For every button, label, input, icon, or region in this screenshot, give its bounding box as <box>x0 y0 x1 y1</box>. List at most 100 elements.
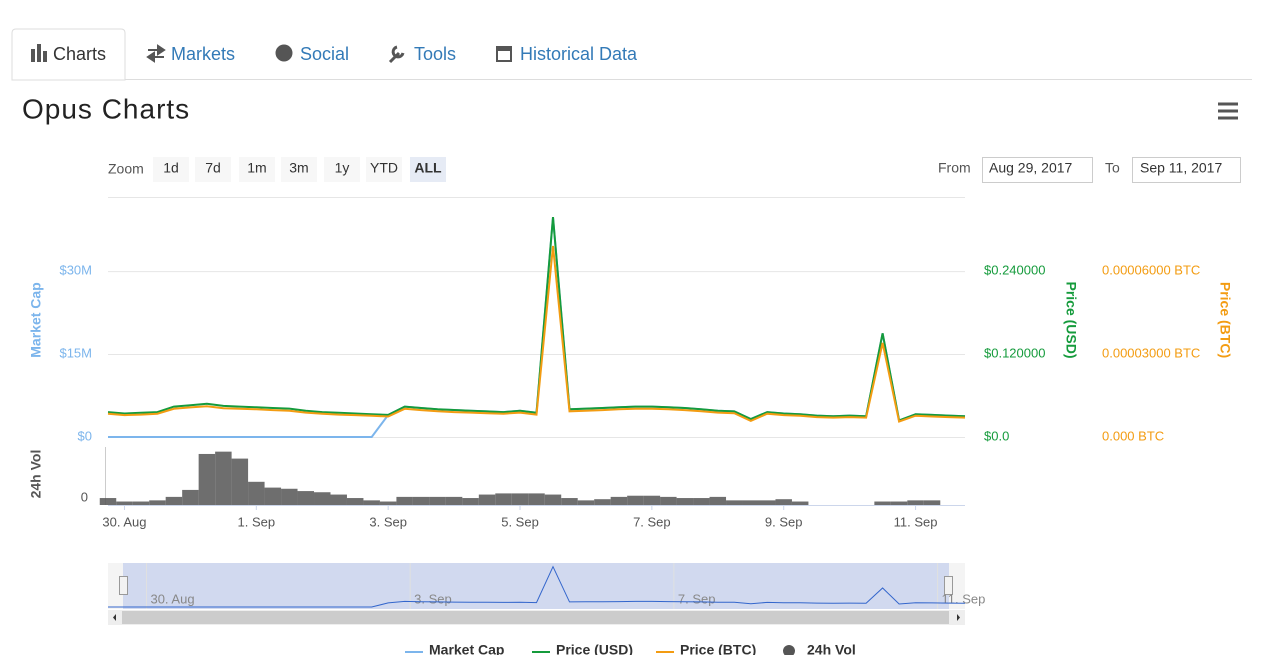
y-tick-label: $30M <box>59 263 92 278</box>
zoom-button[interactable] <box>281 157 317 182</box>
navigator-label: 3. Sep <box>414 591 452 606</box>
x-tick-label: 5. Sep <box>501 514 539 529</box>
axis-title: Price (USD) <box>1063 281 1079 358</box>
volume-bar <box>791 501 809 505</box>
zoom-button-label[interactable]: 1m <box>247 160 266 176</box>
to-label: To <box>1105 160 1120 176</box>
volume-bar <box>198 453 216 505</box>
volume-bar <box>396 496 413 505</box>
menu-button[interactable] <box>1218 102 1238 120</box>
zoom-button[interactable] <box>324 157 360 182</box>
volume-bar <box>182 489 199 505</box>
navigator-handle[interactable] <box>119 576 128 595</box>
volume-bar <box>429 496 446 505</box>
zoom-button-label[interactable]: YTD <box>370 160 398 176</box>
volume-bar <box>709 496 727 505</box>
navigator-handle[interactable] <box>944 576 953 595</box>
zoom-button[interactable] <box>366 157 402 182</box>
volume-bar <box>544 494 562 505</box>
y-tick-label: 0.000 BTC <box>1102 428 1164 443</box>
volume-bar <box>693 498 710 505</box>
x-tick-label: 7. Sep <box>633 514 671 529</box>
volume-bar <box>297 491 315 505</box>
icon-globe <box>275 44 293 62</box>
volume-bar <box>874 501 891 505</box>
volume-bar <box>215 451 232 505</box>
scrollbar-thumb[interactable] <box>122 611 949 624</box>
volume-bar <box>511 493 529 505</box>
y-tick-label: $0.120000 <box>984 345 1045 360</box>
legend-label[interactable]: Market Cap <box>429 642 504 655</box>
volume-bar <box>528 493 545 505</box>
volume-bar <box>379 501 397 505</box>
icon-calendar <box>496 46 512 62</box>
to-input-box[interactable] <box>1132 157 1241 183</box>
icon-exchange <box>146 44 166 63</box>
volume-bar <box>281 488 298 505</box>
legend-label[interactable]: Price (USD) <box>556 642 633 655</box>
tab[interactable]: Historical Data <box>520 44 638 64</box>
tab[interactable]: Social <box>300 44 349 64</box>
tab[interactable]: Markets <box>171 44 235 64</box>
page-title: Opus Charts <box>22 93 190 124</box>
volume-bar <box>314 492 331 505</box>
x-tick-label: 11. Sep <box>894 514 938 529</box>
icon-wrench <box>388 45 405 64</box>
x-tick-label: 30. Aug <box>102 514 146 529</box>
volume-bar <box>923 500 941 505</box>
volume-bar <box>116 501 133 505</box>
volume-bar <box>627 495 644 505</box>
zoom-button-label[interactable]: ALL <box>414 160 442 176</box>
volume-bar <box>643 495 661 505</box>
y-tick-label: $0.0 <box>984 428 1009 443</box>
volume-bar <box>561 498 578 505</box>
active-tab[interactable] <box>11 28 126 81</box>
y-tick-label: $15M <box>59 345 92 360</box>
series-line <box>107 245 966 423</box>
volume-bar <box>890 501 908 505</box>
volume-bar <box>462 498 479 505</box>
zoom-button-label[interactable]: 1y <box>335 160 350 176</box>
zoom-button[interactable] <box>410 157 446 182</box>
from-input[interactable]: Aug 29, 2017 <box>989 160 1073 176</box>
volume-bar <box>758 500 776 505</box>
volume-bar <box>660 496 677 505</box>
navigator-line <box>108 565 966 608</box>
y-tick-label: 0 <box>81 489 88 504</box>
from-input-box[interactable] <box>982 157 1093 183</box>
y-tick-label: 0.00003000 BTC <box>1102 345 1200 360</box>
y-tick-label: $0 <box>78 428 92 443</box>
x-tick-label: 3. Sep <box>369 514 407 529</box>
legend-symbol <box>783 645 795 655</box>
volume-bar <box>231 458 249 505</box>
icon-bars <box>31 44 47 62</box>
zoom-button-label[interactable]: 3m <box>289 160 308 176</box>
zoom-button[interactable] <box>195 157 231 182</box>
tab[interactable]: Charts <box>53 44 106 64</box>
legend-label[interactable]: Price (BTC) <box>680 642 756 655</box>
volume-bar <box>445 496 463 505</box>
from-label: From <box>938 160 971 176</box>
axis-title: Price (BTC) <box>1217 282 1233 358</box>
volume-bar <box>346 498 364 505</box>
zoom-button-label[interactable]: 1d <box>163 160 179 176</box>
volume-bar <box>264 487 282 505</box>
volume-bar <box>775 499 792 505</box>
zoom-label: Zoom <box>108 161 144 177</box>
volume-bar <box>149 500 166 505</box>
legend-label[interactable]: 24h Vol <box>807 642 856 655</box>
volume-bar <box>330 494 347 505</box>
navigator-selection[interactable] <box>123 563 949 609</box>
zoom-button[interactable] <box>153 157 189 182</box>
volume-bar <box>577 500 595 505</box>
tab[interactable]: Tools <box>414 44 456 64</box>
zoom-button-label[interactable]: 7d <box>205 160 221 176</box>
volume-bar <box>676 498 694 505</box>
zoom-button[interactable] <box>239 157 275 182</box>
to-input[interactable]: Sep 11, 2017 <box>1140 160 1222 176</box>
volume-bar <box>165 496 183 505</box>
volume-bar <box>742 500 759 505</box>
volume-bar <box>594 499 611 505</box>
